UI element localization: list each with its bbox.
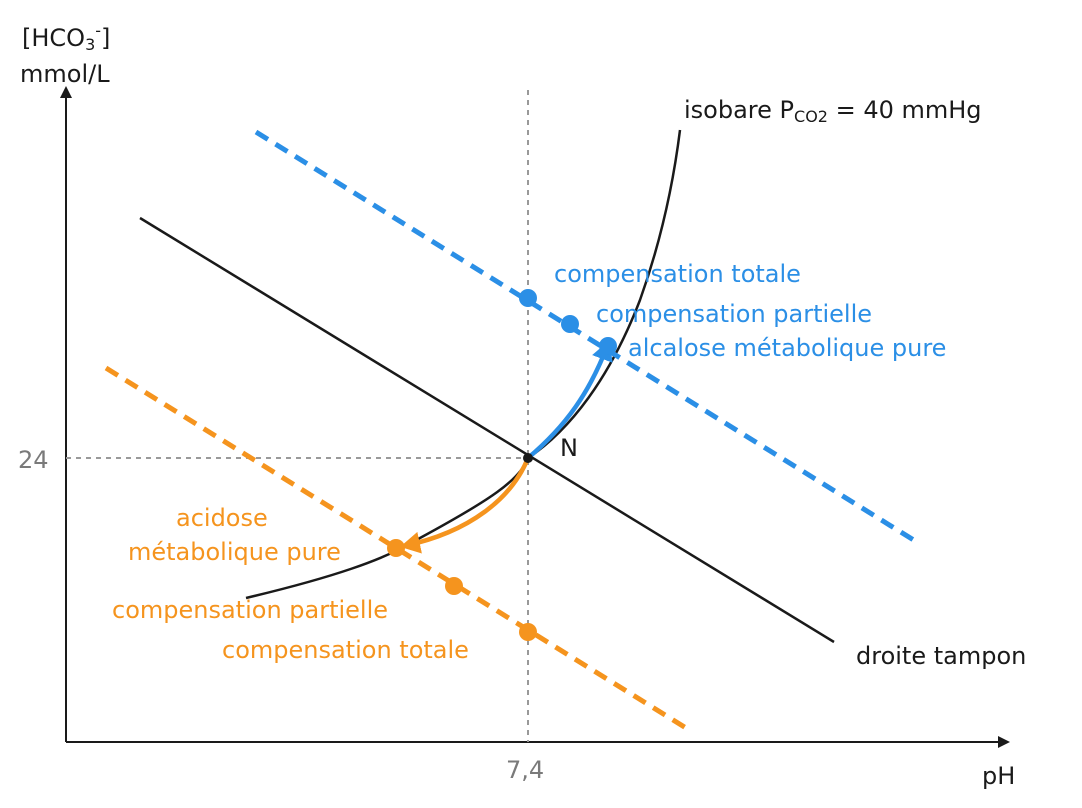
acidosis-partial-label: compensation partielle <box>112 596 388 624</box>
alkalosis-total-label: compensation totale <box>554 260 801 288</box>
alkalosis-partial-label: compensation partielle <box>596 300 872 328</box>
alkalosis-dashed-line <box>254 129 922 547</box>
y-axis-unit: mmol/L <box>20 60 110 88</box>
x-axis-label: pH <box>982 762 1015 790</box>
alkalosis-pure-point <box>599 337 617 355</box>
isobare-label: isobare PCO2 = 40 mmHg <box>684 96 982 126</box>
point-n <box>523 453 533 463</box>
acidosis-pure-label-line1: acidose <box>176 504 268 532</box>
x-tick-7-4: 7,4 <box>506 756 544 784</box>
acidosis-total-label: compensation totale <box>222 636 469 664</box>
buffer-line-label: droite tampon <box>856 642 1026 670</box>
buffer-line <box>139 216 835 644</box>
alkalosis-total-point <box>519 289 537 307</box>
y-tick-24: 24 <box>18 446 49 474</box>
acidosis-partial-point <box>445 577 463 595</box>
acidosis-total-point <box>519 623 537 641</box>
acidosis-pure-point <box>387 539 405 557</box>
alkalosis-partial-point <box>561 315 579 333</box>
point-n-label: N <box>560 434 578 462</box>
acidosis-pure-label-line2: métabolique pure <box>128 538 341 566</box>
acidosis-arrow <box>400 457 531 554</box>
alkalosis-arrow <box>526 340 613 460</box>
alkalosis-pure-label: alcalose métabolique pure <box>628 334 946 362</box>
y-axis-label: [HCO3-] <box>22 21 110 54</box>
